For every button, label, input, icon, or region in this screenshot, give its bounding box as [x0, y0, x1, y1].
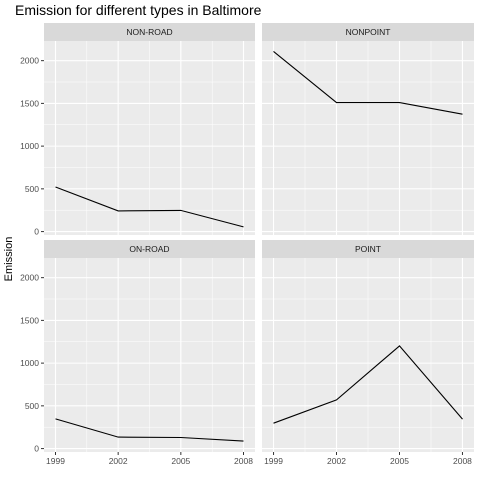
facet-panels: NON-ROAD 0 500 1000 1500 2000 NONPOINT ON-ROAD 0… [20, 23, 474, 466]
series-line-on-road [55, 418, 244, 442]
facet-strip [44, 23, 255, 41]
chart-title: Emission for different types in Baltimor… [15, 2, 262, 18]
y-tick-label: 500 [25, 184, 39, 194]
facet-nonpoint: NONPOINT [262, 23, 474, 235]
x-tick-label: 2008 [234, 456, 253, 466]
series-line-point [273, 345, 463, 424]
facet-strip-label: POINT [355, 244, 381, 254]
facet-point: POINT 1999 2002 2005 2008 [262, 240, 474, 466]
facet-strip-label: NON-ROAD [126, 27, 172, 37]
facet-strip [262, 23, 474, 41]
facet-strip-label: NONPOINT [346, 27, 391, 37]
y-tick-label: 1500 [20, 98, 39, 108]
facet-strip [44, 240, 255, 258]
facet-non-road: NON-ROAD 0 500 1000 1500 2000 [20, 23, 255, 237]
y-tick-label: 0 [34, 227, 39, 237]
y-tick-label: 2000 [20, 56, 39, 66]
x-tick-label: 2002 [327, 456, 346, 466]
y-tick-label: 2000 [20, 273, 39, 283]
y-tick-label: 1000 [20, 141, 39, 151]
y-tick-label: 500 [25, 401, 39, 411]
y-tick-label: 0 [34, 444, 39, 454]
series-line-nonpoint [273, 50, 463, 115]
y-tick-label: 1500 [20, 315, 39, 325]
series-line-non-road [55, 186, 244, 228]
x-tick-label: 2005 [390, 456, 409, 466]
x-tick-label: 1999 [46, 456, 65, 466]
x-tick-label: 1999 [264, 456, 283, 466]
x-tick-label: 2008 [453, 456, 472, 466]
y-axis-title: Emission [3, 237, 15, 282]
facet-strip-label: ON-ROAD [129, 244, 169, 254]
facet-on-road: ON-ROAD 0 500 1000 1500 2000 1999 2002 2005 2008 [20, 240, 255, 466]
facet-strip [262, 240, 474, 258]
y-tick-label: 1000 [20, 358, 39, 368]
x-tick-label: 2002 [109, 456, 128, 466]
x-tick-label: 2005 [171, 456, 190, 466]
